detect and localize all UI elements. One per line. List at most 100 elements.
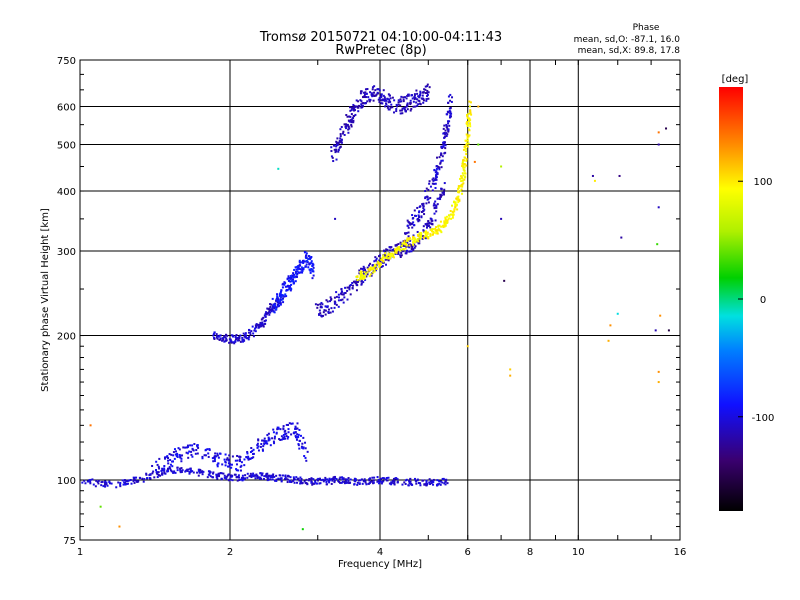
data-point (216, 463, 219, 466)
data-point (333, 302, 336, 305)
data-point (252, 335, 255, 338)
data-point (435, 172, 438, 175)
data-point (441, 159, 444, 162)
data-point (446, 120, 449, 123)
data-point (201, 457, 204, 460)
data-point (229, 478, 232, 481)
data-point (84, 482, 87, 485)
data-point (143, 478, 146, 481)
data-point (415, 482, 418, 485)
data-point (434, 219, 437, 222)
data-point (208, 473, 211, 476)
data-point (257, 449, 260, 452)
data-point (469, 123, 472, 126)
data-point (158, 467, 161, 470)
data-point (231, 334, 234, 337)
data-point (335, 158, 338, 161)
data-point (445, 215, 448, 218)
data-point (355, 275, 358, 278)
data-point (446, 127, 449, 130)
data-point (271, 475, 274, 478)
data-point (277, 477, 280, 480)
data-point (101, 480, 104, 483)
data-point (201, 455, 204, 458)
data-point (444, 216, 447, 219)
data-point (255, 473, 258, 476)
data-point (216, 334, 219, 337)
data-point (294, 435, 297, 438)
data-point (412, 217, 415, 220)
data-point (179, 469, 182, 472)
data-point (186, 446, 189, 449)
data-point (212, 476, 215, 479)
data-point (196, 471, 199, 474)
data-point (269, 478, 272, 481)
data-point (359, 275, 362, 278)
data-point (294, 427, 297, 430)
data-point (453, 208, 456, 211)
data-point (247, 336, 250, 339)
data-point (386, 106, 389, 109)
data-point (370, 274, 373, 277)
data-point (233, 473, 236, 476)
data-point (339, 481, 342, 484)
y-tick-label: 300 (57, 247, 76, 258)
data-point (383, 249, 386, 252)
data-point (417, 481, 420, 484)
data-point (311, 483, 314, 486)
data-point (320, 479, 323, 482)
data-point (235, 334, 238, 337)
data-point (220, 472, 223, 475)
data-point (257, 439, 260, 442)
data-point (287, 285, 290, 288)
data-point (452, 213, 455, 216)
data-point (373, 85, 376, 88)
data-point (201, 470, 204, 473)
data-point (337, 143, 340, 146)
data-point (265, 313, 268, 316)
data-point (466, 137, 469, 140)
data-point (371, 266, 374, 269)
data-point (286, 284, 289, 287)
data-point (297, 444, 300, 447)
data-point (319, 312, 322, 315)
data-point (190, 450, 193, 453)
data-point (301, 261, 304, 264)
data-point (298, 479, 301, 482)
data-point (238, 335, 241, 338)
data-point (427, 201, 430, 204)
data-point (443, 182, 446, 185)
data-point (333, 296, 336, 299)
data-point (387, 101, 390, 104)
data-point (410, 483, 413, 486)
data-point (301, 271, 304, 274)
data-point (339, 128, 342, 131)
data-point (434, 182, 437, 185)
data-point (438, 229, 441, 232)
data-point (463, 172, 466, 175)
data-point (311, 268, 314, 271)
data-point (425, 223, 428, 226)
data-point (273, 303, 276, 306)
data-point (266, 434, 269, 437)
data-point (187, 468, 190, 471)
data-point (330, 150, 333, 153)
data-point (393, 251, 396, 254)
data-point (217, 475, 220, 478)
data-point (350, 109, 353, 112)
data-point (191, 444, 194, 447)
data-point (352, 106, 355, 109)
data-point (336, 141, 339, 144)
data-point (208, 470, 211, 473)
data-point (452, 201, 455, 204)
data-point (426, 83, 429, 86)
data-point (465, 147, 468, 150)
data-point (249, 457, 252, 460)
data-point (89, 478, 92, 481)
data-point (264, 315, 267, 318)
data-point (261, 449, 264, 452)
data-point (374, 266, 377, 269)
data-point (466, 114, 469, 117)
data-point (265, 441, 268, 444)
data-point (593, 179, 596, 182)
